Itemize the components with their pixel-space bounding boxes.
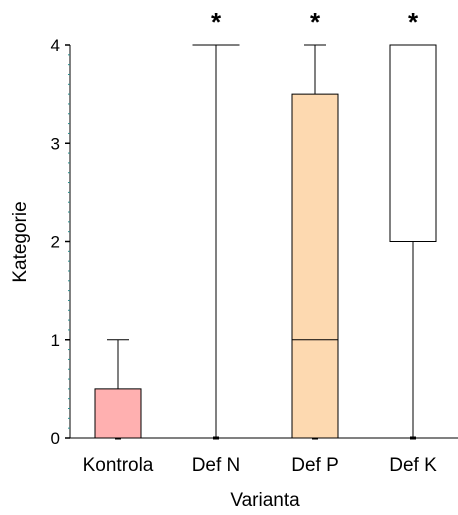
- y-tick-label: 2: [51, 233, 60, 252]
- box-def-p: [291, 44, 339, 439]
- y-tick-label: 0: [51, 429, 60, 448]
- significance-star: *: [310, 7, 321, 37]
- box-def-n: [192, 44, 240, 439]
- significance-star: *: [211, 7, 222, 37]
- box-body: [94, 388, 142, 439]
- box-body: [291, 93, 339, 439]
- labels: 0 1 2 3 4 Kontrola Def N * Def P * Def K *: [51, 7, 438, 476]
- box-def-k: [389, 44, 437, 439]
- y-tick-label: 4: [51, 36, 60, 55]
- box-kontrola: [94, 339, 142, 439]
- box-marks: [94, 44, 437, 439]
- x-tick-label: Def N: [192, 455, 241, 476]
- significance-star: *: [408, 7, 419, 37]
- x-tick-label: Def K: [389, 455, 437, 476]
- x-tick-label: Def P: [291, 455, 339, 476]
- y-tick-label: 3: [51, 134, 60, 153]
- y-axis-title: Kategorie: [10, 201, 31, 282]
- x-tick-label: Kontrola: [83, 455, 154, 476]
- y-tick-label: 1: [51, 331, 60, 350]
- x-axis-title: Varianta: [230, 490, 300, 511]
- box-body: [389, 44, 437, 242]
